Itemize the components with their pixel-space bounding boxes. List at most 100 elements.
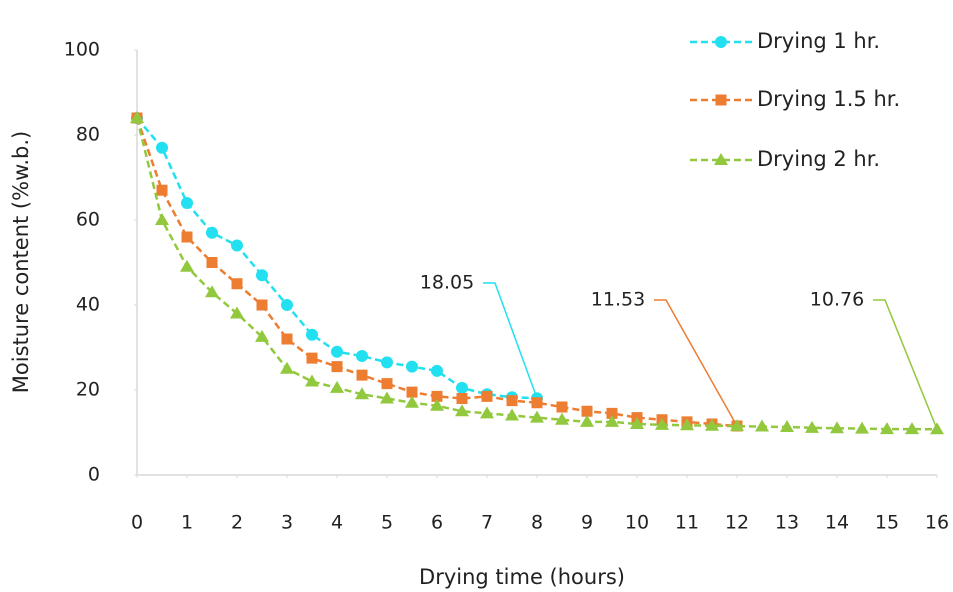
data-label: 11.53 bbox=[591, 289, 645, 311]
marker bbox=[480, 406, 494, 419]
marker bbox=[381, 378, 393, 390]
x-tick-label: 10 bbox=[625, 512, 649, 534]
marker bbox=[606, 407, 618, 419]
marker bbox=[431, 390, 443, 402]
marker bbox=[655, 417, 669, 430]
marker bbox=[556, 401, 568, 413]
marker bbox=[306, 352, 318, 364]
marker bbox=[730, 419, 744, 432]
marker bbox=[356, 369, 368, 381]
marker bbox=[130, 111, 144, 123]
y-axis-label: Moisture content (%w.b.) bbox=[9, 131, 33, 393]
y-tick-label: 20 bbox=[76, 379, 100, 401]
x-tick-label: 9 bbox=[581, 512, 593, 534]
marker bbox=[581, 405, 593, 417]
x-tick-label: 16 bbox=[925, 512, 949, 534]
data-label: 10.76 bbox=[810, 289, 864, 311]
marker bbox=[755, 419, 769, 432]
marker bbox=[406, 386, 418, 398]
marker bbox=[855, 421, 869, 434]
legend-swatch-marker bbox=[715, 36, 727, 48]
marker bbox=[430, 398, 444, 411]
marker bbox=[605, 414, 619, 427]
marker bbox=[531, 397, 543, 409]
marker bbox=[331, 345, 343, 358]
marker bbox=[405, 395, 419, 408]
legend-label: Drying 1 hr. bbox=[757, 29, 880, 53]
marker bbox=[805, 420, 819, 433]
x-axis-label: Drying time (hours) bbox=[419, 565, 625, 589]
x-tick-label: 0 bbox=[131, 512, 143, 534]
x-tick-label: 14 bbox=[825, 512, 849, 534]
marker bbox=[181, 197, 193, 209]
callout-line bbox=[483, 282, 538, 399]
marker bbox=[905, 422, 919, 435]
marker bbox=[830, 421, 844, 434]
callout-line bbox=[873, 299, 938, 430]
marker bbox=[355, 387, 369, 400]
data-label: 18.05 bbox=[420, 272, 474, 294]
x-tick-label: 6 bbox=[431, 512, 443, 534]
y-tick-label: 40 bbox=[76, 294, 100, 316]
x-tick-label: 5 bbox=[381, 512, 393, 534]
marker bbox=[580, 414, 594, 427]
marker bbox=[331, 361, 343, 373]
marker bbox=[555, 412, 569, 425]
marker bbox=[180, 259, 194, 272]
marker bbox=[181, 231, 193, 243]
x-tick-label: 13 bbox=[775, 512, 799, 534]
y-tick-label: 80 bbox=[76, 124, 100, 146]
x-tick-label: 2 bbox=[231, 512, 243, 534]
marker bbox=[155, 213, 169, 225]
marker bbox=[506, 395, 518, 407]
x-tick-label: 3 bbox=[281, 512, 293, 534]
marker bbox=[280, 361, 294, 374]
marker bbox=[456, 381, 468, 394]
x-tick-label: 11 bbox=[675, 512, 699, 534]
legend-label: Drying 2 hr. bbox=[757, 147, 880, 171]
marker bbox=[330, 380, 344, 393]
marker bbox=[231, 278, 243, 290]
y-tick-label: 100 bbox=[64, 39, 100, 61]
marker bbox=[431, 364, 443, 377]
x-tick-label: 7 bbox=[481, 512, 493, 534]
marker bbox=[206, 226, 218, 239]
marker bbox=[880, 422, 894, 435]
marker bbox=[306, 328, 318, 341]
marker bbox=[230, 306, 244, 319]
marker bbox=[456, 393, 468, 404]
marker bbox=[530, 410, 544, 423]
y-tick-label: 0 bbox=[88, 464, 100, 486]
marker bbox=[406, 360, 418, 373]
marker bbox=[156, 141, 168, 154]
x-tick-label: 12 bbox=[725, 512, 749, 534]
callout-line bbox=[654, 299, 738, 427]
legend-swatch-marker bbox=[715, 94, 727, 106]
x-tick-label: 1 bbox=[181, 512, 193, 534]
x-tick-label: 8 bbox=[531, 512, 543, 534]
x-tick-label: 4 bbox=[331, 512, 343, 534]
legend-swatch-marker bbox=[714, 153, 728, 165]
marker bbox=[255, 329, 269, 342]
marker bbox=[231, 239, 243, 252]
marker bbox=[256, 269, 268, 282]
y-tick-label: 60 bbox=[76, 209, 100, 231]
marker bbox=[206, 257, 218, 268]
marker bbox=[630, 417, 644, 429]
marker bbox=[205, 285, 219, 298]
marker bbox=[281, 333, 293, 345]
marker bbox=[305, 374, 319, 387]
marker bbox=[455, 404, 469, 417]
marker bbox=[281, 299, 293, 311]
marker bbox=[156, 184, 168, 196]
legend-label: Drying 1.5 hr. bbox=[757, 87, 900, 111]
marker bbox=[505, 408, 519, 421]
marker bbox=[381, 356, 393, 369]
marker bbox=[680, 418, 694, 431]
marker bbox=[256, 299, 268, 311]
marker bbox=[380, 391, 394, 404]
marker bbox=[780, 419, 794, 432]
marker bbox=[481, 390, 493, 402]
x-tick-label: 15 bbox=[875, 512, 899, 534]
